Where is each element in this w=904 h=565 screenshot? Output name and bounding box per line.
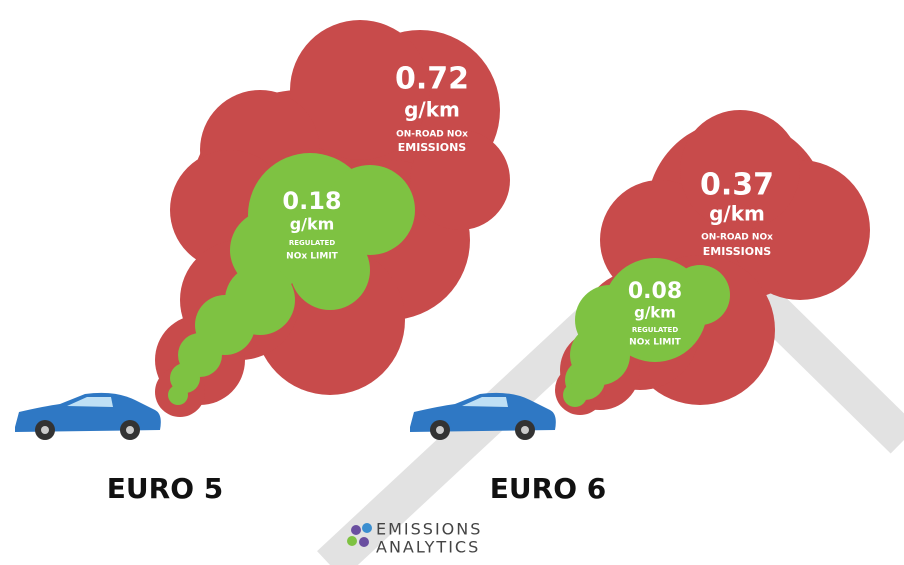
unit: g/km — [709, 202, 765, 226]
caption: NOx LIMIT — [286, 252, 339, 262]
emission-value: 0.37 — [700, 168, 774, 203]
limit-cloud — [168, 153, 415, 405]
limit-value: 0.08 — [628, 279, 682, 304]
logo-text: EMISSIONS — [376, 520, 482, 539]
unit: g/km — [404, 98, 460, 122]
limit-value: 0.18 — [282, 187, 341, 215]
logo-icon — [347, 523, 372, 547]
panel-label: EURO 6 — [490, 472, 606, 505]
caption: NOx LIMIT — [629, 338, 682, 348]
caption: ON-ROAD NOx — [396, 130, 468, 140]
logo-text: ANALYTICS — [376, 538, 480, 557]
unit: g/km — [290, 215, 335, 234]
limit-cloud — [563, 258, 730, 407]
emission-value: 0.72 — [395, 62, 469, 97]
unit: g/km — [634, 304, 676, 322]
caption: REGULATED — [632, 326, 678, 334]
panel-label: EURO 5 — [107, 472, 223, 505]
car — [410, 392, 556, 440]
caption: ON-ROAD NOx — [701, 233, 773, 243]
caption: EMISSIONS — [398, 141, 467, 154]
caption: REGULATED — [289, 239, 335, 247]
car — [15, 392, 161, 440]
caption: EMISSIONS — [703, 245, 772, 258]
